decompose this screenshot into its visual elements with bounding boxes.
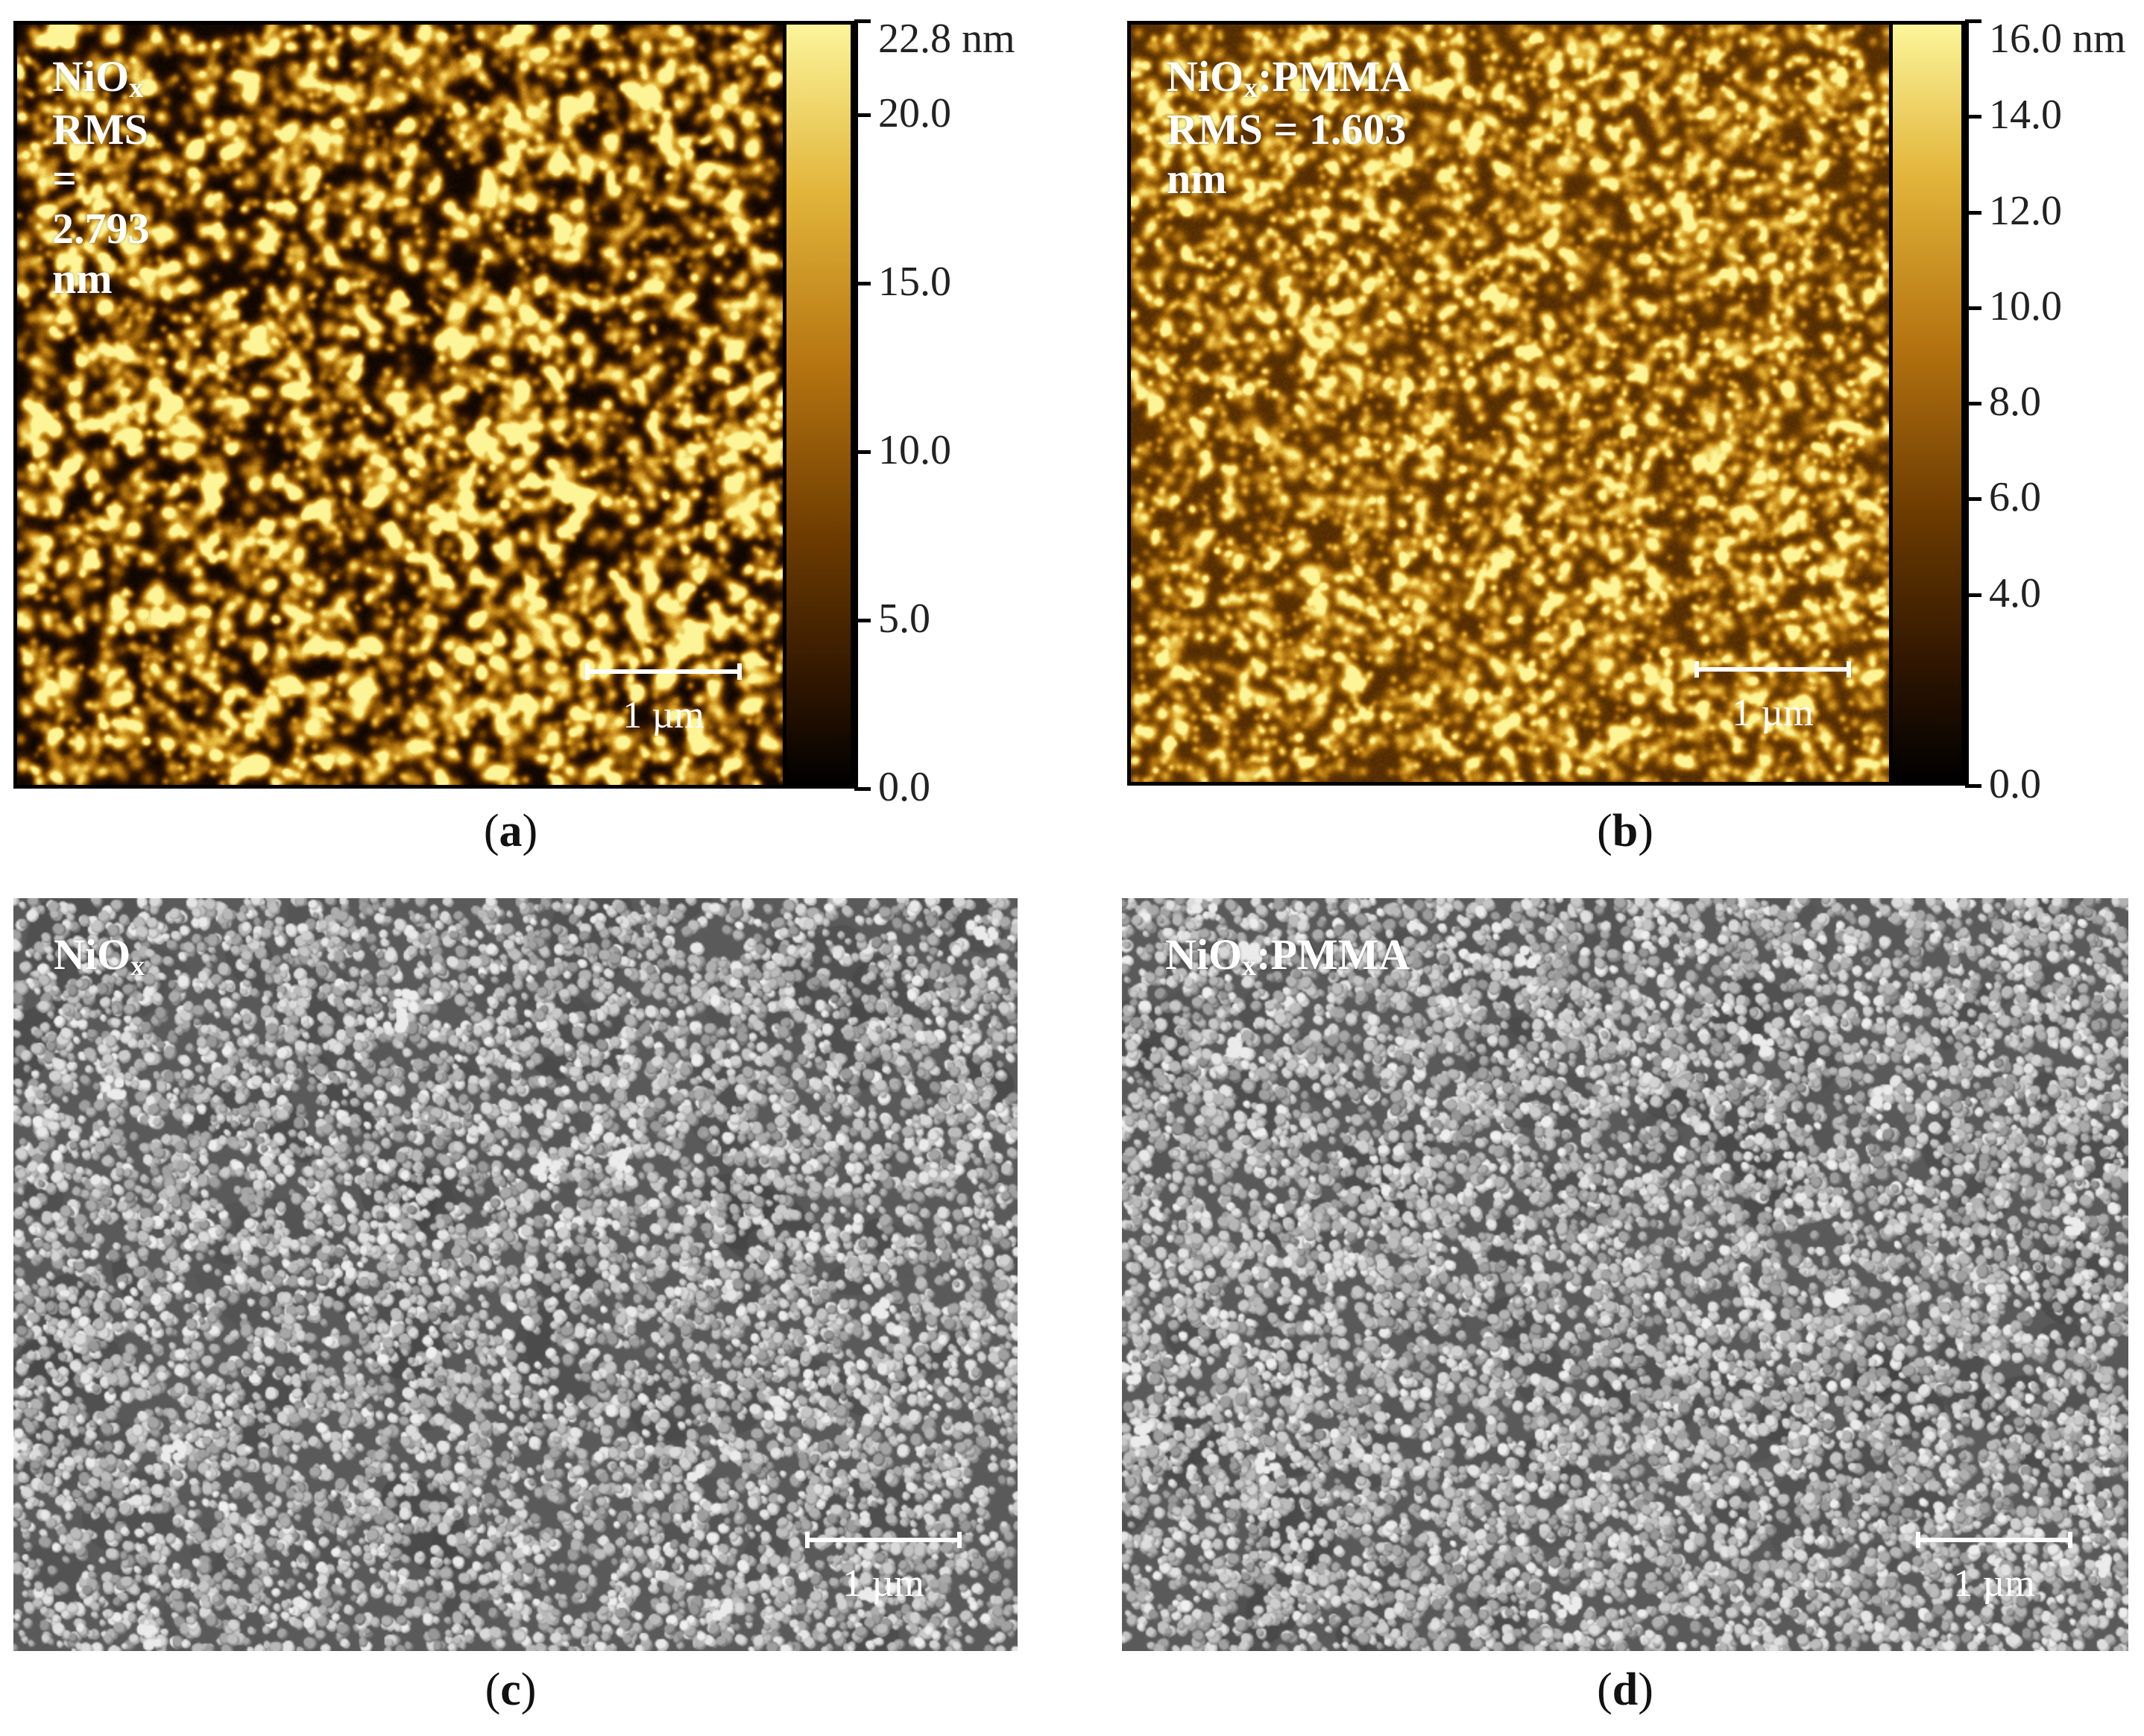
scale-bar-c: 1 µm <box>805 1532 962 1614</box>
colorbar-tick-label: 6.0 <box>1989 474 2041 521</box>
colorbar-tick-label: 4.0 <box>1989 569 2041 616</box>
colorbar-tick <box>1965 115 1981 119</box>
sample-label-b: NiOx:PMMA RMS = 1.603 nm <box>1167 52 1411 204</box>
colorbar-tick-label: 10.0 <box>878 427 951 474</box>
afm-texture-b <box>1131 25 1889 782</box>
colorbar-tick-label: 12.0 <box>1989 187 2062 234</box>
sample-name-a: NiOx <box>52 52 144 104</box>
scale-bar-b: 1 µm <box>1694 661 1851 743</box>
caption-b: (b) <box>1597 806 1653 856</box>
sem-texture-d <box>1122 898 2128 1651</box>
colorbar-tick <box>1965 497 1981 502</box>
colorbar-tick <box>854 619 871 623</box>
colorbar-tick-label: 8.0 <box>1989 379 2041 425</box>
sample-name-c: NiOx <box>54 930 145 982</box>
colorbar-tick <box>854 282 871 286</box>
colorbar-tick-label: 15.0 <box>878 259 951 306</box>
scale-bar-label-a: 1 µm <box>622 694 704 736</box>
sample-label-d: NiOx:PMMA <box>1165 930 1410 983</box>
colorbar-b <box>1889 21 1965 786</box>
scale-bar-d: 1 µm <box>1916 1532 2072 1614</box>
scale-bar-label-d: 1 µm <box>1953 1562 2035 1605</box>
sample-name-d: NiOx:PMMA <box>1165 930 1410 982</box>
colorbar-tick-label: 10.0 <box>1989 283 2062 329</box>
afm-image-niox-pmma <box>1127 21 1893 786</box>
colorbar-tick-label: 5.0 <box>878 596 930 643</box>
sample-label-c: NiOx <box>54 930 145 983</box>
colorbar-tick <box>854 19 871 23</box>
sem-image-niox-pmma <box>1122 898 2128 1651</box>
colorbar-tick-label: 0.0 <box>1989 761 2041 807</box>
colorbar-tick <box>854 787 871 791</box>
sample-name-b: NiOx:PMMA <box>1167 52 1412 104</box>
colorbar-tick <box>1965 784 1981 788</box>
rms-value-a: RMS = 2.793 nm <box>52 104 150 303</box>
scale-bar-label-c: 1 µm <box>842 1562 924 1605</box>
colorbar-a <box>783 21 854 789</box>
colorbar-tick <box>1965 593 1981 597</box>
caption-a: (a) <box>483 806 538 856</box>
caption-d: (d) <box>1597 1664 1653 1715</box>
colorbar-tick <box>854 450 871 455</box>
colorbar-tick <box>1965 306 1981 310</box>
sem-texture-c <box>13 898 1018 1651</box>
afm-image-niox <box>13 21 786 789</box>
colorbar-tick-label: 0.0 <box>878 764 930 810</box>
colorbar-tick <box>1965 19 1981 23</box>
colorbar-tick-label: 14.0 <box>1989 92 2062 139</box>
sem-image-niox <box>13 898 1018 1651</box>
afm-texture-a <box>17 25 783 785</box>
scale-bar-a: 1 µm <box>585 663 742 745</box>
rms-value-b: RMS = 1.603 nm <box>1167 104 1407 203</box>
colorbar-tick-label: 16.0 nm <box>1989 16 2126 62</box>
colorbar-tick-label: 22.8 nm <box>878 16 1015 62</box>
colorbar-tick-label: 20.0 <box>878 90 951 137</box>
sample-label-a: NiOx RMS = 2.793 nm <box>52 52 150 303</box>
colorbar-tick <box>1965 402 1981 405</box>
colorbar-tick <box>854 113 871 118</box>
colorbar-tick <box>1965 210 1981 215</box>
caption-c: (c) <box>485 1664 537 1715</box>
scale-bar-label-b: 1 µm <box>1732 692 1814 734</box>
